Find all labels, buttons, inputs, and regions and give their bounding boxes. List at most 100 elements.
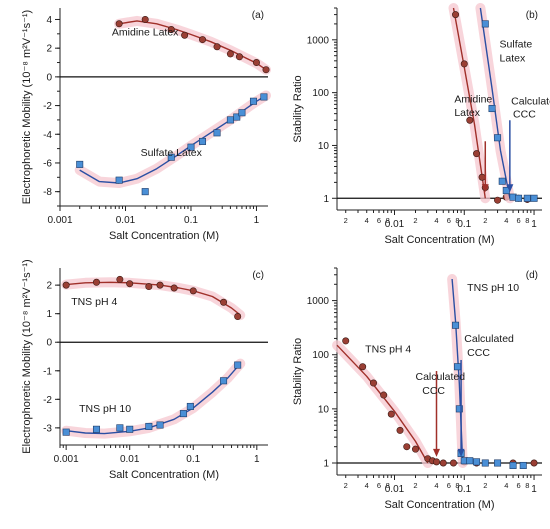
data-point bbox=[473, 458, 481, 466]
y-tick-label: 100 bbox=[312, 350, 329, 361]
data-point bbox=[145, 422, 153, 430]
y-axis-title: Stability Ratio bbox=[292, 75, 304, 142]
x-minor-tick-label: 8 bbox=[525, 216, 529, 225]
x-tick-label: 1 bbox=[254, 454, 260, 465]
data-point bbox=[455, 405, 463, 413]
y-tick-label: 100 bbox=[312, 88, 329, 99]
x-minor-tick-label: 4 bbox=[365, 481, 369, 490]
data-point bbox=[260, 93, 268, 101]
x-minor-tick-label: 8 bbox=[525, 481, 529, 490]
data-point bbox=[530, 459, 538, 467]
x-tick-label: 0.1 bbox=[457, 219, 471, 230]
y-tick-label: -2 bbox=[43, 395, 52, 406]
y-tick-label: -3 bbox=[43, 423, 52, 434]
y-tick-label: -4 bbox=[43, 130, 52, 141]
x-minor-tick-label: 6 bbox=[447, 481, 451, 490]
series-annotation: TNS pH 10 bbox=[79, 403, 131, 415]
data-point bbox=[481, 459, 489, 467]
x-minor-tick-label: 2 bbox=[413, 481, 417, 490]
data-point bbox=[116, 275, 124, 283]
data-point bbox=[454, 363, 462, 371]
data-point bbox=[181, 31, 189, 39]
data-point bbox=[126, 280, 134, 288]
y-tick-label: 1 bbox=[46, 309, 52, 320]
data-point bbox=[167, 153, 175, 161]
data-point bbox=[179, 410, 187, 418]
fit-line bbox=[479, 7, 511, 199]
data-point bbox=[116, 424, 124, 432]
chart-panel-0: 0.001 0.01 0.1 1 4 2 0 -2 -4 -6 -8 Salt Concentrati… bbox=[21, 8, 271, 242]
confidence-band bbox=[74, 90, 271, 188]
x-tick-label: 1 bbox=[531, 484, 537, 495]
y-tick-label: -8 bbox=[43, 187, 52, 198]
y-tick-label: 4 bbox=[46, 15, 52, 26]
data-point bbox=[126, 425, 134, 433]
data-point bbox=[62, 281, 70, 289]
series-annotation: TNS pH 10 bbox=[467, 282, 519, 294]
data-point bbox=[156, 281, 164, 289]
series-annotation: Calculated bbox=[415, 371, 465, 383]
data-point bbox=[76, 160, 84, 168]
data-point bbox=[235, 53, 243, 61]
x-minor-tick-label: 6 bbox=[516, 481, 520, 490]
y-tick-label: 2 bbox=[46, 44, 52, 55]
data-point bbox=[530, 194, 538, 202]
y-tick-label: 10 bbox=[318, 404, 330, 415]
data-point bbox=[380, 391, 388, 399]
data-point bbox=[460, 60, 468, 68]
data-point bbox=[170, 284, 178, 292]
data-point bbox=[141, 15, 149, 23]
series-annotation: CCC bbox=[422, 385, 445, 397]
series-annotation: Amidine Latex bbox=[112, 26, 179, 38]
y-tick-label: 1 bbox=[323, 194, 329, 205]
panel-tag: (b) bbox=[526, 10, 538, 21]
data-point bbox=[494, 459, 502, 467]
x-minor-tick-label: 4 bbox=[504, 481, 508, 490]
fit-line bbox=[452, 7, 486, 199]
confidence-band bbox=[332, 340, 433, 468]
data-point bbox=[199, 36, 207, 44]
data-point bbox=[411, 445, 419, 453]
y-tick-label: 0 bbox=[46, 72, 52, 83]
data-point bbox=[62, 428, 70, 436]
data-point bbox=[252, 59, 260, 67]
x-axis-title: Salt Concentration (M) bbox=[109, 230, 219, 242]
data-point bbox=[249, 97, 257, 105]
data-point bbox=[473, 150, 481, 158]
y-axis-title: Electrophoretic Mobility (10⁻⁸ m²V⁻¹s⁻¹) bbox=[21, 10, 33, 204]
data-point bbox=[187, 143, 195, 151]
data-point bbox=[141, 188, 149, 196]
y-axis-title: Electrophoretic Mobility (10⁻⁸ m²V⁻¹s⁻¹) bbox=[21, 259, 33, 453]
ccc-arrow-head bbox=[433, 448, 441, 457]
data-point bbox=[92, 278, 100, 286]
series-annotation: Amidine bbox=[454, 94, 492, 106]
data-point bbox=[523, 194, 531, 202]
x-tick-label: 0.01 bbox=[385, 484, 405, 495]
data-point bbox=[403, 443, 411, 451]
data-point bbox=[449, 459, 457, 467]
x-minor-tick-label: 6 bbox=[516, 216, 520, 225]
data-point bbox=[466, 116, 474, 124]
series-annotation: Latex bbox=[500, 52, 526, 64]
series-annotation: CCC bbox=[513, 108, 536, 120]
x-axis-title: Salt Concentration (M) bbox=[384, 499, 494, 511]
x-tick-label: 0.01 bbox=[116, 215, 136, 226]
data-point bbox=[452, 321, 460, 329]
x-minor-tick-label: 2 bbox=[483, 481, 487, 490]
series-annotation: TNS pH 4 bbox=[71, 296, 117, 308]
series-annotation: CCC bbox=[467, 347, 490, 359]
y-tick-label: 1000 bbox=[307, 296, 330, 307]
data-point bbox=[238, 109, 246, 117]
data-point bbox=[199, 137, 207, 145]
ccc-arrow-head bbox=[506, 184, 514, 193]
data-point bbox=[452, 11, 460, 19]
data-point bbox=[387, 410, 395, 418]
x-tick-label: 1 bbox=[254, 215, 260, 226]
data-point bbox=[233, 113, 241, 121]
y-tick-label: -6 bbox=[43, 158, 52, 169]
data-point bbox=[189, 287, 197, 295]
ccc-arrow-head bbox=[457, 448, 465, 457]
data-point bbox=[515, 194, 523, 202]
y-tick-label: 2 bbox=[46, 281, 52, 292]
